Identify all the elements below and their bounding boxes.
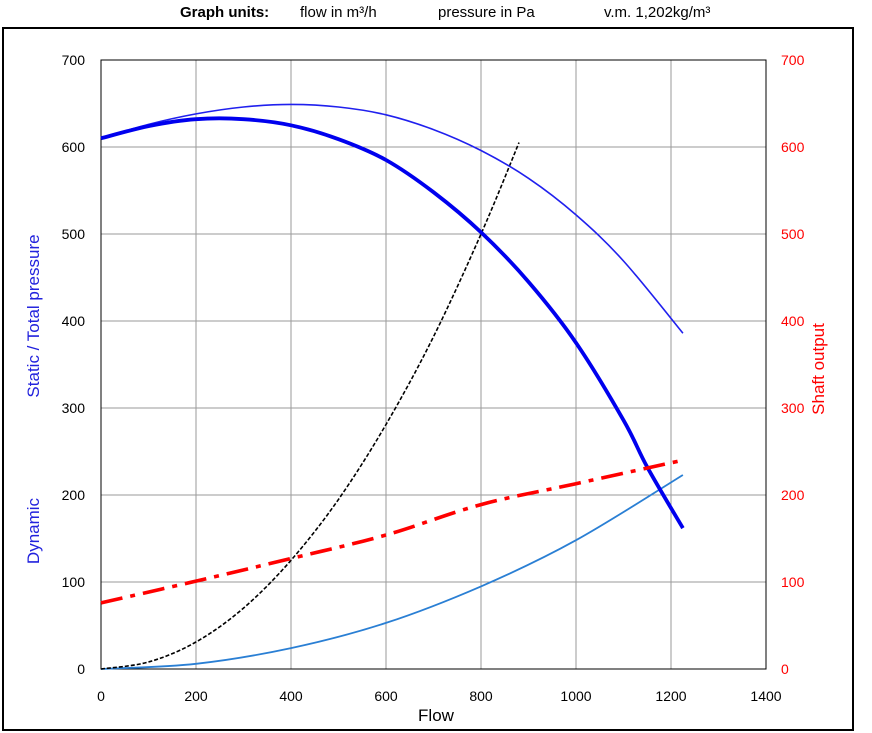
y-tick-label: 200	[62, 487, 86, 503]
x-tick-label: 1400	[750, 688, 781, 704]
y-axis-label-dynamic: Dynamic	[24, 497, 43, 564]
y-right-tick-label: 200	[781, 487, 805, 503]
y-right-tick-label: 100	[781, 574, 805, 590]
y-tick-label: 600	[62, 139, 86, 155]
y-right-tick-label: 300	[781, 400, 805, 416]
x-tick-label: 0	[97, 688, 105, 704]
system-curve	[100, 142, 520, 670]
pressure-units-text: pressure in Pa	[438, 4, 535, 21]
grid-lines	[100, 59, 767, 670]
x-tick-label: 1000	[560, 688, 591, 704]
plot-area-border	[100, 59, 767, 670]
density-text: v.m. 1,202kg/m³	[604, 4, 711, 21]
y-right-tick-label: 0	[781, 661, 789, 677]
y-right-tick-labels: 0 100 200 300 400 500 600 700	[781, 52, 805, 677]
x-tick-label: 400	[279, 688, 303, 704]
y-tick-labels: 0 100 200 300 400 500 600 700	[62, 52, 86, 677]
y-tick-label: 400	[62, 313, 86, 329]
y-right-tick-label: 600	[781, 139, 805, 155]
y-tick-label: 100	[62, 574, 86, 590]
x-tick-label: 800	[469, 688, 493, 704]
static-curve	[100, 116, 685, 530]
shaft-curve	[100, 458, 684, 605]
graph-units-header: Graph units: flow in m³/h pressure in Pa…	[0, 4, 872, 26]
y-right-tick-label: 500	[781, 226, 805, 242]
graph-units-label: Graph units:	[180, 4, 270, 21]
y-tick-label: 700	[62, 52, 86, 68]
x-tick-label: 600	[374, 688, 398, 704]
chart-frame	[2, 27, 854, 731]
x-tick-label: 1200	[655, 688, 686, 704]
x-axis-label: Flow	[418, 706, 455, 725]
y-right-tick-label: 700	[781, 52, 805, 68]
dynamic-curve	[100, 474, 684, 670]
total-curve	[100, 103, 684, 334]
y-axis-label-static-total: Static / Total pressure	[24, 234, 43, 397]
y-tick-label: 0	[77, 661, 85, 677]
y-tick-label: 500	[62, 226, 86, 242]
y-axis-label-shaft-output: Shaft output	[809, 323, 828, 415]
y-right-tick-label: 400	[781, 313, 805, 329]
flow-units-text: flow in m³/h	[300, 4, 377, 21]
y-tick-label: 300	[62, 400, 86, 416]
x-tick-labels: 0 200 400 600 800 1000 1200 1400	[97, 688, 782, 704]
x-tick-label: 200	[184, 688, 208, 704]
series-lines	[100, 103, 685, 670]
